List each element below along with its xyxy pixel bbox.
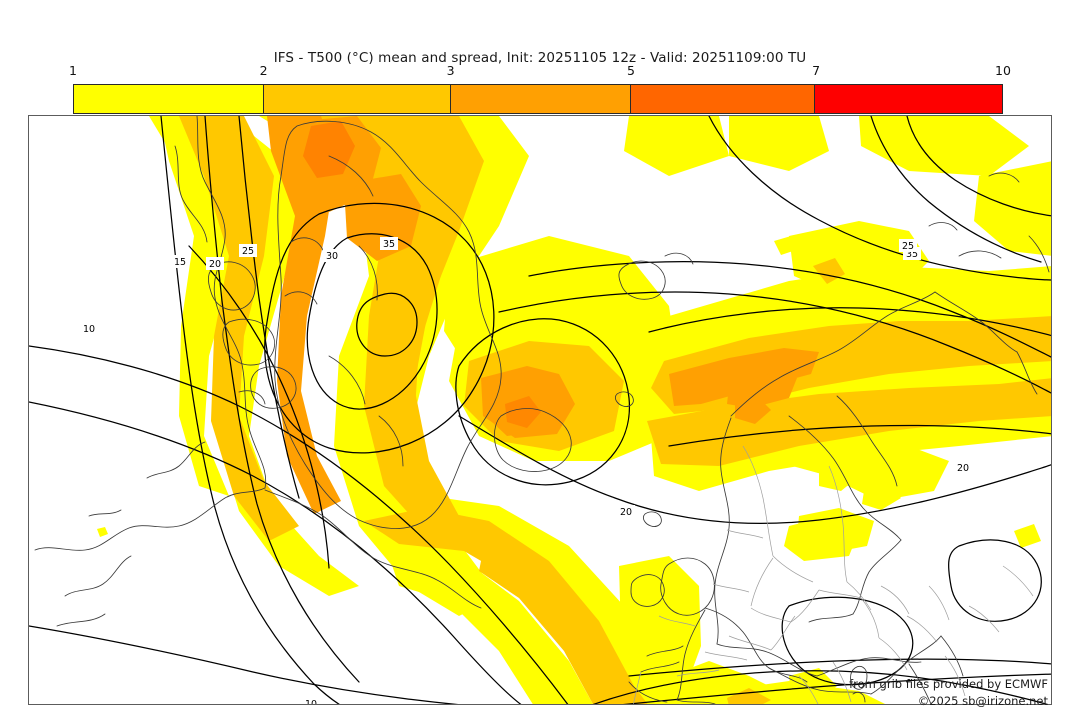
- map-panel[interactable]: 101520253035352520201510: [28, 115, 1052, 705]
- contour-label: 20: [617, 505, 635, 518]
- svg-text:35: 35: [906, 249, 918, 260]
- country-borders: [633, 445, 1034, 704]
- contour-lines: [29, 116, 1051, 704]
- contour-label: 35: [380, 237, 398, 250]
- colorbar-bar: [73, 84, 1003, 114]
- colorbar-tick-5: 5: [627, 63, 635, 78]
- spread-shading-level-4: [303, 121, 541, 428]
- svg-text:30: 30: [326, 251, 338, 262]
- colorbar-segment-5-7: [630, 85, 816, 113]
- contour-label: 15: [171, 255, 189, 268]
- page-title: IFS - T500 (°C) mean and spread, Init: 2…: [273, 50, 807, 66]
- svg-text:20: 20: [209, 259, 221, 270]
- colorbar-tick-3: 3: [446, 63, 455, 78]
- colorbar-segment-2-3: [264, 85, 451, 113]
- colorbar-tick-1: 1: [69, 63, 77, 78]
- colorbar-segment-7-10: [815, 85, 1002, 113]
- svg-text:25: 25: [902, 241, 914, 252]
- contour-label: 20: [206, 257, 224, 270]
- contour-label: 30: [323, 249, 341, 262]
- contour-label: 10: [302, 697, 320, 705]
- svg-text:15: 15: [174, 257, 186, 268]
- contour-labels: 101520253035352520201510: [80, 237, 972, 705]
- svg-text:10: 10: [83, 324, 95, 335]
- contour-label: 25: [239, 244, 257, 257]
- colorbar-tick-7: 7: [812, 63, 821, 78]
- svg-text:25: 25: [242, 246, 254, 257]
- colorbar-tick-labels: 1 2 3 5 7 10: [69, 63, 1011, 81]
- coastlines: [34, 116, 1050, 704]
- svg-text:20: 20: [620, 507, 632, 518]
- colorbar-segment-1-2: [74, 85, 265, 113]
- contour-label: 20: [954, 461, 972, 474]
- svg-text:10: 10: [305, 699, 317, 705]
- contour-label: 10: [80, 322, 98, 335]
- contour-label: 25: [899, 239, 917, 252]
- map-canvas: 101520253035352520201510: [29, 116, 1051, 705]
- colorbar: 1 2 3 5 7 10: [69, 63, 1011, 114]
- colorbar-segment-3-5: [450, 85, 631, 113]
- svg-text:35: 35: [383, 239, 395, 250]
- colorbar-tick-2: 2: [259, 63, 268, 78]
- svg-text:20: 20: [957, 463, 969, 474]
- colorbar-tick-10: 10: [995, 63, 1011, 78]
